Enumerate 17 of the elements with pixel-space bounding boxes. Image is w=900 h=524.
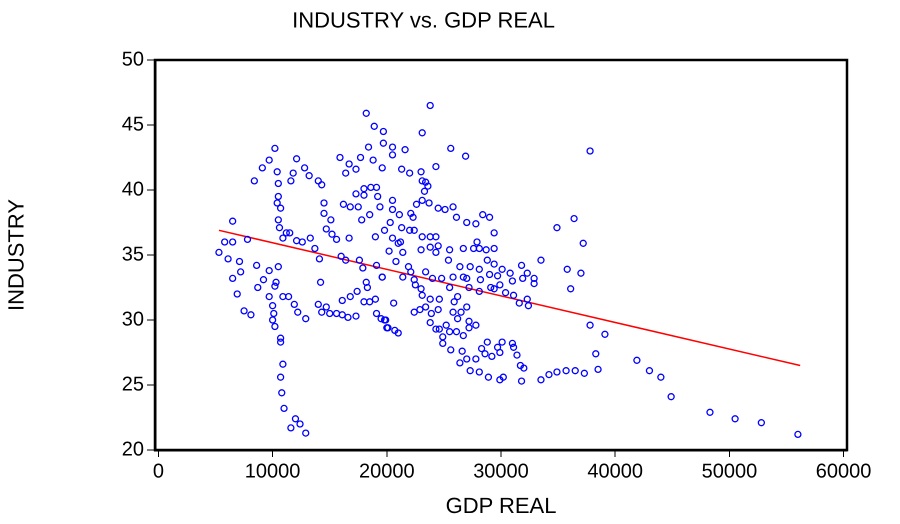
x-tick-label: 40000 bbox=[587, 460, 644, 483]
x-axis-title: GDP REAL bbox=[446, 492, 556, 518]
chart-title: INDUSTRY vs. GDP REAL bbox=[292, 7, 555, 32]
y-tick-label: 50 bbox=[122, 48, 144, 71]
x-tick-label: 60000 bbox=[816, 460, 872, 483]
y-tick-label: 25 bbox=[122, 374, 144, 396]
y-tick-label: 45 bbox=[122, 114, 144, 136]
y-tick-label: 30 bbox=[122, 308, 144, 331]
x-tick-label: 0 bbox=[152, 460, 164, 483]
y-tick-label: 40 bbox=[122, 178, 144, 201]
y-axis-title: INDUSTRY bbox=[3, 198, 28, 312]
x-tick-label: 50000 bbox=[702, 460, 758, 483]
y-tick-label: 20 bbox=[122, 438, 144, 461]
x-tick-label: 10000 bbox=[244, 460, 300, 483]
x-tick-label: 20000 bbox=[358, 460, 415, 483]
y-tick-label: 35 bbox=[122, 244, 144, 266]
x-tick-label: 30000 bbox=[473, 460, 529, 483]
